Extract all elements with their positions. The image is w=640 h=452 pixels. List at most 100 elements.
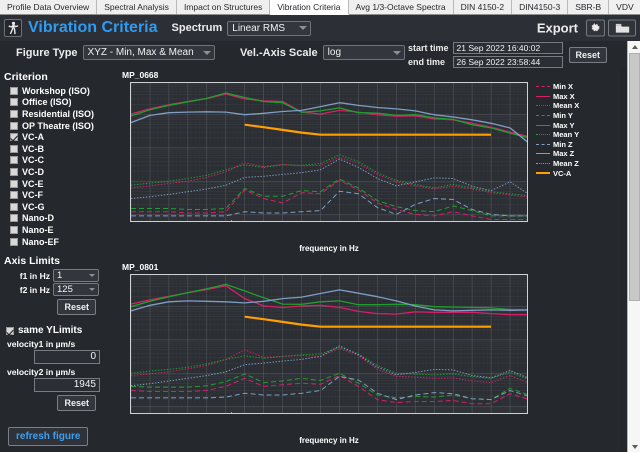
ylimit-reset-row: Reset (4, 395, 100, 412)
legend-item: Max Z (536, 149, 606, 159)
tab-spectral-analysis[interactable]: Spectral Analysis (97, 0, 177, 14)
tab-din4150-3[interactable]: DIN4150-3 (512, 0, 569, 14)
legend-swatch (536, 105, 550, 107)
tab-avg-1-3-octave-spectra[interactable]: Avg 1/3-Octave Spectra (348, 0, 454, 14)
time-reset-button[interactable]: Reset (568, 47, 608, 63)
velocity2-label: velocity2 in µm/s (7, 367, 76, 378)
start-time-input[interactable]: 21 Sep 2022 16:40:02 (452, 42, 563, 54)
criterion-checkbox[interactable] (10, 214, 18, 223)
figure-type-control: Figure Type XYZ - Min, Max & Mean (16, 45, 215, 60)
criterion-checkbox[interactable] (10, 121, 18, 130)
velocity2-input[interactable]: 1945 (34, 378, 100, 393)
axis-reset-row: Reset (4, 299, 100, 316)
legend-label: Max X (553, 91, 575, 101)
criterion-checkbox[interactable] (10, 109, 18, 118)
legend-item: Max Y (536, 120, 606, 130)
vertical-scrollbar[interactable] (627, 41, 640, 452)
series-min-z (131, 190, 527, 217)
criterion-checkbox[interactable] (10, 225, 18, 234)
legend-swatch (536, 143, 550, 145)
criterion-checkbox[interactable] (10, 179, 18, 188)
criterion-checkbox[interactable] (10, 237, 18, 246)
axis-limits-reset-button[interactable]: Reset (57, 299, 96, 316)
criterion-row-vc-b[interactable]: VC-B (10, 143, 108, 155)
criterion-row-vc-g[interactable]: VC-G (10, 201, 108, 213)
legend-label: Mean X (553, 101, 580, 111)
same-ylimits-row[interactable]: same YLimits (6, 325, 108, 336)
criterion-row-vc-f[interactable]: VC-F (10, 189, 108, 201)
criterion-checkbox[interactable] (10, 167, 18, 176)
criterion-checkbox[interactable] (10, 98, 18, 107)
criterion-checkbox[interactable] (10, 202, 18, 211)
chart-canvas (131, 83, 527, 221)
spectrum-select-value: Linear RMS (232, 22, 286, 34)
chart-mp_0801: MP_0801max. RMS Vel. in µm/s10010211.251… (108, 260, 620, 452)
vel-axis-scale-label: Vel.-Axis Scale (240, 46, 318, 59)
series-max-z (131, 102, 527, 143)
legend-swatch (536, 124, 550, 126)
page-header: Vibration Criteria Spectrum Linear RMS E… (0, 15, 640, 41)
criterion-label: Nano-D (22, 213, 54, 224)
criterion-row-op-theatre-iso[interactable]: OP Theatre (ISO) (10, 120, 108, 132)
criterion-row-vc-c[interactable]: VC-C (10, 155, 108, 167)
velocity1-input[interactable]: 0 (34, 350, 100, 365)
criterion-label: Nano-EF (22, 236, 59, 247)
f1-select[interactable]: 1 (53, 269, 99, 283)
figure-type-select[interactable]: XYZ - Min, Max & Mean (82, 45, 215, 60)
series-min-y (131, 178, 527, 217)
criterion-row-residential-iso[interactable]: Residential (ISO) (10, 108, 108, 120)
gear-icon[interactable] (586, 19, 605, 37)
criterion-checkbox[interactable] (10, 144, 18, 153)
series-mean-z (131, 158, 527, 199)
chart-x-axis-label: frequency in Hz (299, 244, 359, 253)
tab-sbr-b[interactable]: SBR-B (568, 0, 610, 14)
criterion-checkbox[interactable] (10, 133, 18, 142)
chevron-down-icon (392, 50, 401, 55)
scroll-down-arrow-icon[interactable] (628, 441, 640, 452)
spectrum-select[interactable]: Linear RMS (227, 20, 312, 36)
tab-din-4150-2[interactable]: DIN 4150-2 (453, 0, 513, 14)
criterion-row-vc-d[interactable]: VC-D (10, 166, 108, 178)
tab-vdv[interactable]: VDV (609, 0, 640, 14)
criterion-row-vc-a[interactable]: VC-A (10, 131, 108, 143)
scrollbar-thumb[interactable] (629, 53, 640, 301)
legend-label: Mean Y (553, 130, 580, 140)
criterion-label: Residential (ISO) (22, 108, 95, 119)
legend-label: Max Z (553, 149, 575, 159)
series-max-z (131, 289, 527, 312)
tab-vibration-criteria[interactable]: Vibration Criteria (270, 0, 349, 15)
folder-icon[interactable] (608, 19, 636, 37)
f1-value: 1 (57, 270, 63, 282)
criterion-row-nano-e[interactable]: Nano-E (10, 224, 108, 236)
series-min-x (131, 375, 527, 405)
criterion-checkbox-list: Workshop (ISO) Office (ISO) Residential (I… (4, 85, 108, 247)
refresh-figure-button[interactable]: refresh figure (8, 427, 89, 447)
series-mean-z (131, 345, 527, 387)
tab-impact-on-structures[interactable]: Impact on Structures (176, 0, 271, 14)
scroll-up-arrow-icon[interactable] (628, 41, 640, 52)
spectrum-label: Spectrum (171, 22, 223, 34)
criterion-label: VC-B (22, 143, 44, 154)
criterion-row-workshop-iso[interactable]: Workshop (ISO) (10, 85, 108, 97)
ylimits-reset-button[interactable]: Reset (57, 395, 96, 412)
series-min-z (131, 375, 527, 401)
chart-plot-area: 10010211.251.622.53.125456.2581012.51620… (130, 82, 528, 222)
vel-axis-scale-select[interactable]: log (322, 45, 405, 60)
export-label: Export (536, 20, 578, 36)
legend-item: Mean Y (536, 130, 606, 140)
series-vc-a (244, 315, 492, 328)
criterion-row-nano-ef[interactable]: Nano-EF (10, 236, 108, 248)
criterion-row-office-iso[interactable]: Office (ISO) (10, 97, 108, 109)
criterion-checkbox[interactable] (10, 191, 18, 200)
tab-profile-data-overview[interactable]: Profile Data Overview (0, 0, 98, 14)
f2-select[interactable]: 125 (53, 283, 99, 297)
legend-swatch (536, 134, 550, 136)
criterion-checkbox[interactable] (10, 156, 18, 165)
same-ylimits-checkbox[interactable] (6, 326, 14, 335)
same-ylimits-label: same YLimits (18, 325, 83, 337)
criterion-row-nano-d[interactable]: Nano-D (10, 213, 108, 225)
criterion-row-vc-e[interactable]: VC-E (10, 178, 108, 190)
end-time-input[interactable]: 26 Sep 2022 23:58:44 (452, 56, 563, 68)
series-mean-y (131, 154, 527, 197)
criterion-checkbox[interactable] (10, 86, 18, 95)
